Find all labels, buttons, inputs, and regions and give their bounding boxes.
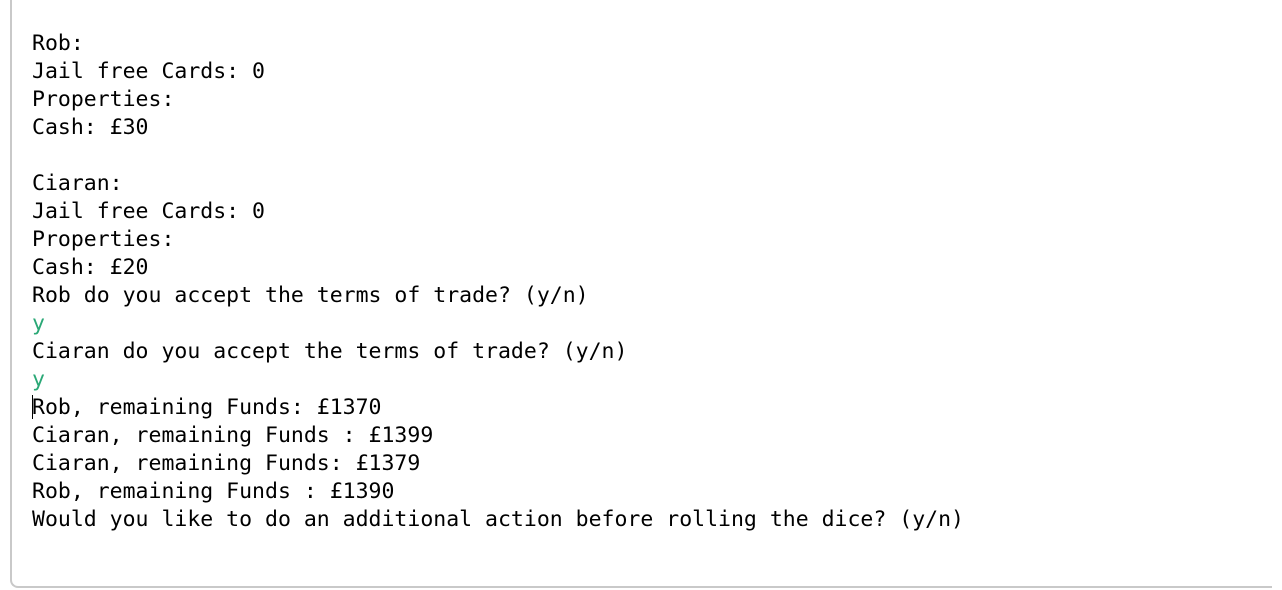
console-line: Cash: £30 (32, 115, 149, 140)
console-line: Rob do you accept the terms of trade? (y… (32, 283, 589, 308)
console-line: Ciaran do you accept the terms of trade?… (32, 339, 628, 364)
console-line: Cash: £20 (32, 255, 149, 280)
console-line-text: Rob, remaining Funds: £1370 (32, 395, 382, 420)
console-user-input: y (32, 311, 45, 336)
console-user-input: y (32, 367, 45, 392)
console-line: Properties: (32, 87, 175, 112)
console-line: Ciaran, remaining Funds : £1399 (32, 423, 434, 448)
console-line: Ciaran: (32, 171, 123, 196)
console-line-with-caret[interactable]: Rob, remaining Funds: £1370 (32, 394, 964, 422)
text-caret (32, 395, 33, 419)
console-line: Jail free Cards: 0 (32, 59, 265, 84)
console-panel[interactable]: Rob: Jail free Cards: 0 Properties: Cash: £… (10, 0, 1272, 588)
console-line: Rob, remaining Funds : £1390 (32, 479, 395, 504)
console-line: Rob: (32, 31, 84, 56)
console-line (32, 142, 964, 170)
console-output[interactable]: Rob: Jail free Cards: 0 Properties: Cash: £… (32, 30, 964, 534)
console-line: Would you like to do an additional actio… (32, 507, 964, 532)
console-line: Properties: (32, 227, 175, 252)
console-line: Jail free Cards: 0 (32, 199, 265, 224)
console-line: Ciaran, remaining Funds: £1379 (32, 451, 421, 476)
